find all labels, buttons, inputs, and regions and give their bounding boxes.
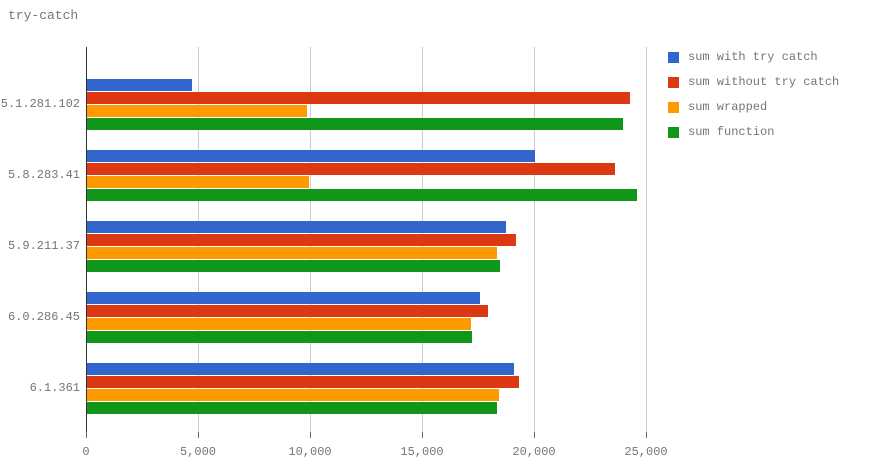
legend: sum with try catch sum without try catch s… (668, 50, 840, 139)
bar[interactable] (87, 162, 615, 175)
bar[interactable] (87, 104, 307, 117)
category-label: 5.1.281.102 (0, 97, 80, 111)
x-axis-label: 15,000 (400, 445, 444, 459)
legend-swatch-icon (668, 101, 679, 113)
legend-label: sum wrapped (688, 100, 768, 114)
category-row (87, 78, 661, 130)
category-row (87, 149, 661, 201)
x-axis-tick (534, 432, 535, 438)
category-label: 6.0.286.45 (7, 310, 80, 324)
x-axis-tick (422, 432, 423, 438)
category-label: 6.1.361 (29, 381, 80, 395)
legend-swatch-icon (668, 51, 679, 63)
bar[interactable] (87, 188, 637, 201)
bar[interactable] (87, 246, 497, 259)
bar[interactable] (87, 375, 519, 388)
bar[interactable] (87, 401, 497, 414)
legend-label: sum function (688, 125, 775, 139)
category-label: 5.8.283.41 (7, 168, 80, 182)
x-axis-label: 10,000 (288, 445, 332, 459)
x-axis-label: 20,000 (512, 445, 556, 459)
category-label: 5.9.211.37 (7, 239, 80, 253)
category-row (87, 291, 661, 343)
bar[interactable] (87, 233, 516, 246)
legend-label: sum without try catch (688, 75, 840, 89)
gridline (534, 47, 535, 432)
bar[interactable] (87, 220, 506, 233)
x-axis-label: 5,000 (179, 445, 216, 459)
category-row (87, 220, 661, 272)
x-axis-tick (646, 432, 647, 438)
bar[interactable] (87, 117, 623, 130)
chart-title: try-catch (8, 8, 79, 23)
legend-label: sum with try catch (688, 50, 818, 64)
bar[interactable] (87, 317, 471, 330)
zero-axis-line (86, 47, 87, 437)
bar[interactable] (87, 78, 192, 91)
bar[interactable] (87, 259, 500, 272)
category-row (87, 362, 661, 414)
x-axis-label: 0 (82, 445, 90, 459)
bar[interactable] (87, 388, 499, 401)
x-axis-tick (310, 432, 311, 438)
legend-item: sum with try catch (668, 50, 839, 64)
x-axis-label: 25,000 (624, 445, 668, 459)
bar[interactable] (87, 175, 309, 188)
bar[interactable] (87, 149, 535, 162)
bar[interactable] (87, 330, 472, 343)
bar[interactable] (87, 291, 480, 304)
legend-swatch-icon (668, 126, 679, 138)
legend-item: sum without try catch (668, 75, 840, 89)
x-axis-tick (198, 432, 199, 438)
bar[interactable] (87, 304, 488, 317)
legend-swatch-icon (668, 76, 679, 88)
x-axis-tick (86, 432, 87, 438)
legend-item: sum wrapped (668, 100, 839, 114)
legend-item: sum function (668, 125, 839, 139)
bar[interactable] (87, 91, 630, 104)
bar[interactable] (87, 362, 514, 375)
gridline (646, 47, 647, 432)
plot-area: 0 5,000 10,000 15,000 20,000 25,000 5.1.281.10… (1, 47, 668, 459)
